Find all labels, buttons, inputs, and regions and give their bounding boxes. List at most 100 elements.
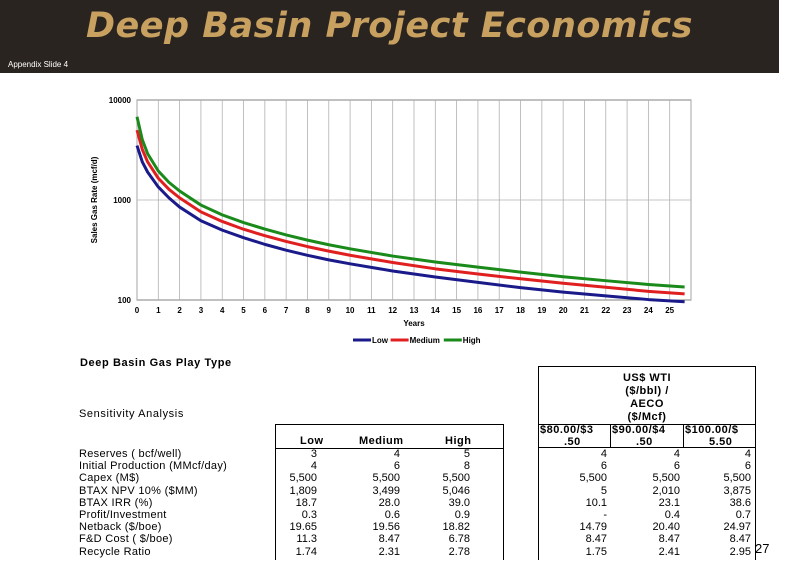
case-value-cell: 11.3 <box>296 533 317 546</box>
x-tick-label: 14 <box>431 306 440 315</box>
series-line-medium <box>135 129 685 296</box>
row-label: Recycle Ratio <box>79 545 151 558</box>
case-value-cell: 18.7 <box>295 496 317 509</box>
price-value-cell: 4 <box>600 448 607 460</box>
case-header-box <box>275 424 504 448</box>
y-tick-label: 10000 <box>109 96 132 105</box>
x-tick-label: 18 <box>516 306 525 315</box>
y-axis-label: Sales Gas Rate (mcf/d) <box>90 156 99 243</box>
legend-label-low: Low <box>372 336 389 345</box>
price-value-cell: 1.75 <box>585 545 607 558</box>
price-value-cell: 4 <box>744 448 751 460</box>
title-banner: Deep Basin Project Economics Appendix Sl… <box>0 0 779 73</box>
series-line-low <box>135 145 685 304</box>
price-values-box <box>538 447 756 560</box>
price-value-cell: 2.41 <box>658 545 680 558</box>
case-value-cell: 8 <box>463 460 470 473</box>
row-label: Profit/Investment <box>79 509 167 522</box>
series-line-high <box>135 116 685 289</box>
price-value-cell: 8.47 <box>658 533 680 546</box>
x-tick-label: 19 <box>537 306 546 315</box>
case-value-cell: 2.78 <box>448 545 470 558</box>
price-value-cell: - <box>603 509 607 521</box>
price-col-2-line2: .50 <box>636 436 653 448</box>
price-value-cell: 6 <box>600 460 607 473</box>
x-tick-label: 22 <box>601 306 610 315</box>
case-value-cell: 0.3 <box>301 509 317 521</box>
x-tick-label: 0 <box>135 306 140 315</box>
x-tick-label: 13 <box>410 306 419 315</box>
price-col-divider-1 <box>610 424 611 448</box>
price-value-cell: 20.40 <box>652 521 680 534</box>
row-label: BTAX NPV 10% ($MM) <box>79 484 198 497</box>
x-tick-label: 4 <box>220 306 225 315</box>
price-value-cell: 5,500 <box>723 472 751 485</box>
price-value-cell: 5,500 <box>579 472 607 485</box>
price-value-cell: 14.79 <box>579 521 607 534</box>
case-value-cell: 5,500 <box>372 472 400 485</box>
case-value-cell: 4 <box>310 460 317 473</box>
row-label: Netback ($/boe) <box>79 521 162 534</box>
x-tick-label: 3 <box>199 306 204 315</box>
row-label: Initial Production (MMcf/day) <box>79 460 228 473</box>
x-tick-label: 11 <box>367 306 376 315</box>
header-high: High <box>445 435 472 447</box>
price-col-3-line2: 5.50 <box>709 436 733 448</box>
row-label: F&D Cost ( $/boe) <box>79 533 173 546</box>
row-label: BTAX IRR (%) <box>79 496 153 509</box>
x-tick-label: 15 <box>452 306 461 315</box>
price-col-2-header: $90.00/$4 .50 <box>612 424 665 448</box>
price-value-cell: 4 <box>673 448 680 460</box>
row-label: Capex (M$) <box>79 472 140 485</box>
case-values-box <box>275 448 504 560</box>
price-value-cell: 6 <box>744 460 751 473</box>
case-value-cell: 0.9 <box>454 509 470 521</box>
x-tick-label: 6 <box>263 306 268 315</box>
case-value-cell: 6.78 <box>448 533 470 546</box>
price-value-cell: 5 <box>600 484 607 497</box>
x-tick-label: 20 <box>559 306 568 315</box>
case-value-cell: 5 <box>463 448 470 460</box>
price-value-cell: 5,500 <box>652 472 680 485</box>
price-value-cell: 6 <box>673 460 680 473</box>
slide-subtitle: Appendix Slide 4 <box>8 60 69 69</box>
price-header-line-4: ($/Mcf) <box>627 411 667 423</box>
price-subheader-line <box>538 424 756 425</box>
table-title: Deep Basin Gas Play Type <box>80 357 232 369</box>
page-number: 27 <box>755 541 770 556</box>
case-value-cell: 19.65 <box>289 521 317 534</box>
price-col-1-line1: $80.00/$3 <box>540 424 594 436</box>
x-tick-label: 12 <box>388 306 397 315</box>
case-value-cell: 3 <box>310 448 317 460</box>
price-value-cell: 2.95 <box>729 545 751 558</box>
x-tick-label: 8 <box>305 306 310 315</box>
row-labels: Reserves ( bcf/well) Initial Production (… <box>79 448 227 558</box>
x-tick-label: 17 <box>495 306 504 315</box>
x-tick-label: 10 <box>346 306 355 315</box>
price-value-cell: 10.1 <box>585 496 607 509</box>
case-value-cell: 19.56 <box>372 521 400 534</box>
x-tick-label: 16 <box>473 306 482 315</box>
case-value-cell: 6 <box>393 460 400 473</box>
price-header-line-1: US$ WTI <box>622 372 672 384</box>
case-value-cell: 5,500 <box>442 472 470 485</box>
case-value-cell: 8.47 <box>378 533 400 546</box>
case-value-cell: 28.0 <box>378 496 400 509</box>
y-tick-label: 1000 <box>113 196 131 205</box>
price-col-2-line1: $90.00/$4 <box>612 424 666 436</box>
price-col-1-header: $80.00/$3 .50 <box>540 424 593 448</box>
y-tick-label: 100 <box>118 296 132 305</box>
price-scenario-header: US$ WTI ($/bbl) / AECO ($/Mcf) <box>542 372 752 424</box>
case-value-cell: 3,499 <box>372 484 400 497</box>
x-tick-label: 1 <box>156 306 161 315</box>
price-header-line-2: ($/bbl) / <box>625 385 669 397</box>
price-value-cell: 2,010 <box>652 484 680 497</box>
price-value-cell: 8.47 <box>729 533 751 546</box>
case-value-cell: 1.74 <box>295 545 317 558</box>
x-tick-label: 2 <box>177 306 182 315</box>
side-margin <box>779 0 800 565</box>
price-col-divider-2 <box>683 424 684 448</box>
price-value-cell: 24.97 <box>723 521 751 534</box>
case-value-cell: 2.31 <box>378 545 400 558</box>
case-value-cell: 4 <box>393 448 400 460</box>
